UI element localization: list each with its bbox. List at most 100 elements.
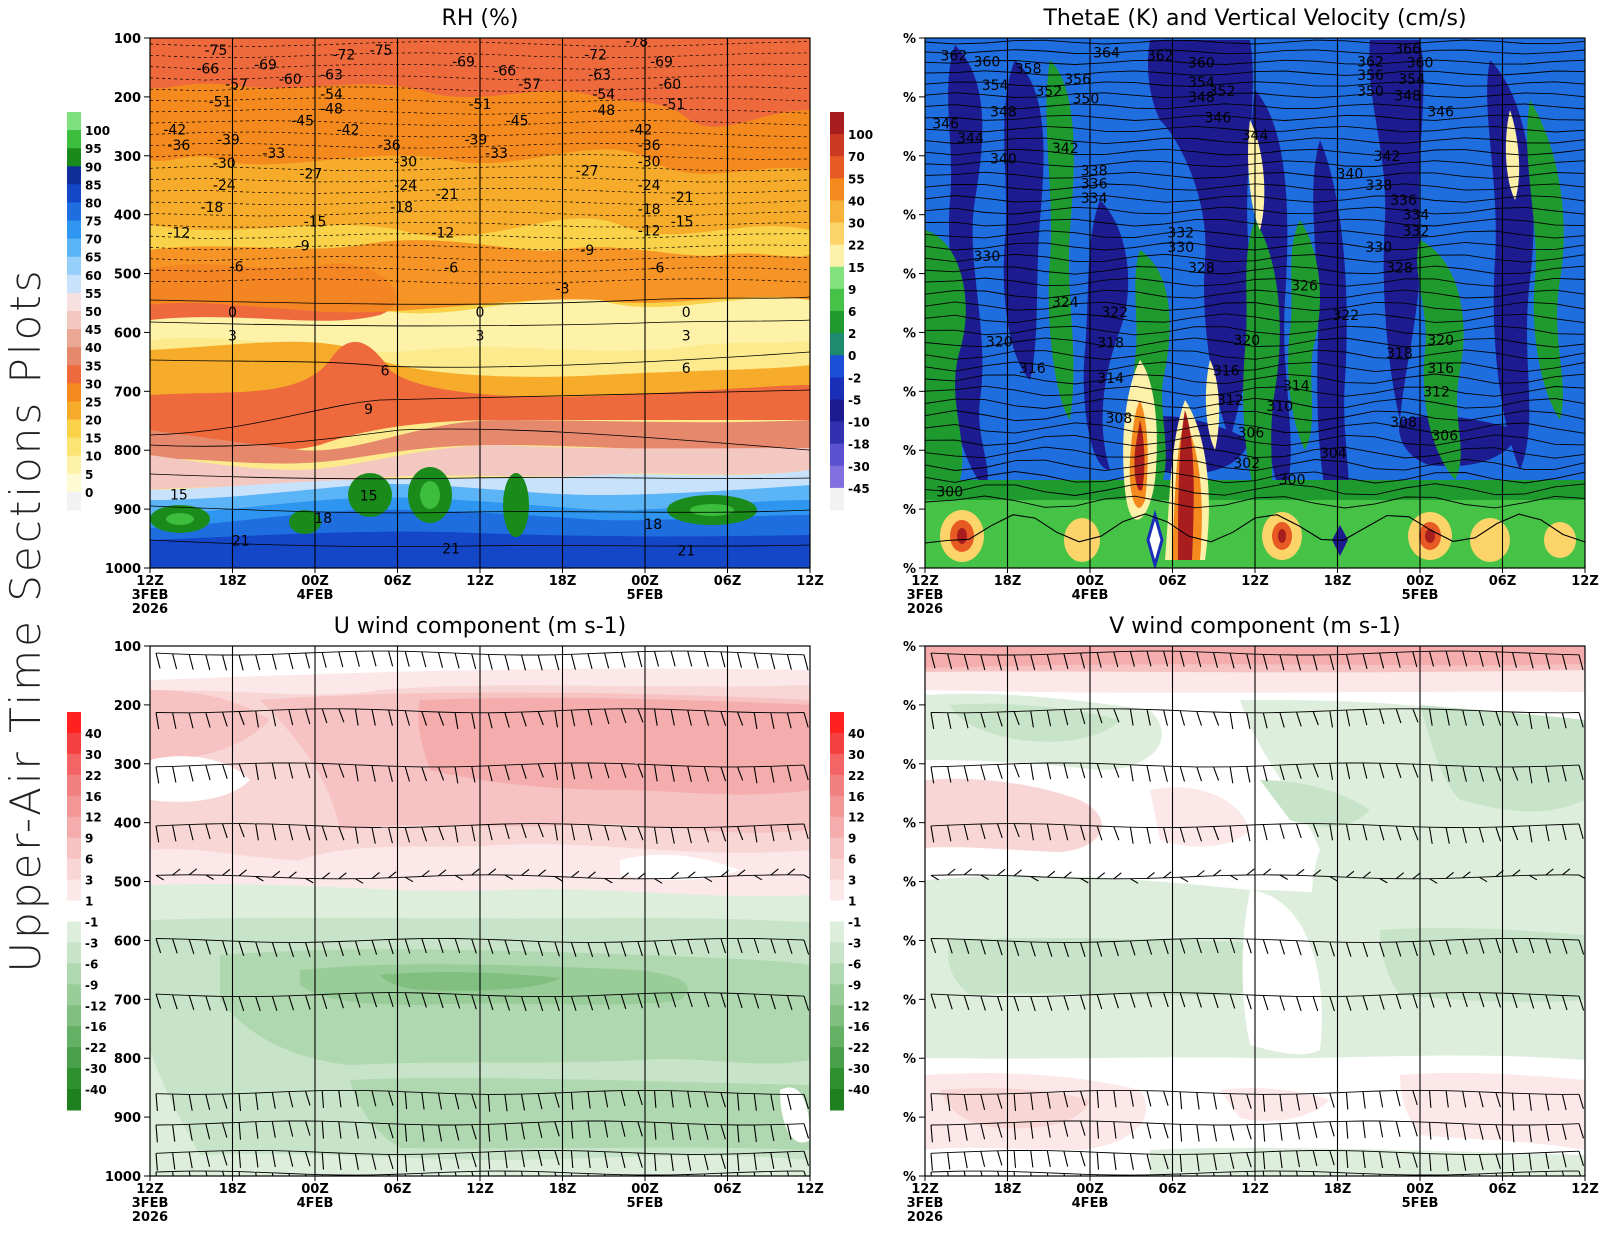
wind-barb-baseline [604,1173,622,1176]
contour-label: -51 [469,97,492,113]
wind-barb-staff [637,826,644,841]
thetae-low-core [957,528,967,544]
wind-barb-staff [604,652,610,669]
wind-barb-baseline [1014,875,1031,877]
wind-barb-baseline [1213,1171,1231,1174]
colorbar-swatch [830,333,844,356]
wind-barb-baseline [1080,994,1098,996]
wind-barb-staff [1395,1152,1401,1169]
wind-barb-baseline [205,763,223,766]
v-wind-green-region [1260,780,1370,827]
wind-barb-staff [1578,995,1585,1011]
wind-barb-staff [321,1152,325,1170]
contour-label: 316 [1213,364,1240,380]
wind-barb-staff [1229,938,1236,954]
wind-barb-staff [255,941,261,957]
wind-barb-staff [487,1094,491,1112]
y-tick-label: % [903,444,916,459]
wind-barb-baseline [322,651,339,653]
x-tick-label: 18Z [219,574,247,589]
colorbar-label: 100 [85,124,110,138]
wind-barb-staff [371,940,378,955]
wind-barb-baseline [1097,825,1114,828]
wind-barb-baseline [571,653,589,655]
wind-barb-staff [1412,826,1419,841]
rh-isotherm-6 [150,351,810,368]
wind-barb-staff [587,1151,591,1169]
wind-barb-staff [421,938,427,954]
wind-barb-staff [304,1151,311,1167]
wind-barb-staff [1163,827,1168,844]
wind-barb-staff [753,1171,756,1176]
wind-barb-staff [1163,992,1169,1008]
wind-barb-staff [1179,1124,1183,1142]
wind-barb-staff [1379,1090,1384,1108]
colorbar-label: 0 [85,486,93,500]
wind-barb-baseline [1030,653,1048,656]
wind-barb-staff [1146,871,1155,879]
wind-barb-staff [1030,763,1034,780]
wind-barb-staff [1528,874,1538,881]
wind-barb-staff [703,1154,709,1171]
contour-label: 334 [1403,208,1430,224]
wind-barb-staff [1046,1150,1051,1168]
v-wind-time-gridlines [1006,646,1504,1176]
contour-label: -60 [279,72,302,88]
wind-barb-baseline [272,876,289,879]
colorbar-label: 80 [85,196,102,210]
v-wind-title: V wind component (m s-1) [1109,614,1401,639]
wind-barb-baseline [1279,1122,1297,1125]
wind-barb-baseline [155,1152,173,1154]
contour-label: 350 [1073,92,1100,108]
wind-barb-staff [1561,765,1567,782]
wind-barb-staff [1246,1093,1252,1109]
wind-barb-staff [1163,765,1168,782]
wind-barb-staff [604,1151,609,1169]
wind-barb-staff [471,712,476,729]
wind-barb-staff [271,710,277,727]
wind-barb-staff [1046,654,1052,670]
wind-barb-staff [1146,992,1153,1008]
wind-barb-staff [1462,827,1467,844]
wind-barb-staff [1345,654,1351,670]
wind-barb-staff [205,874,214,880]
contour-label: 320 [1233,333,1260,349]
wind-barb-baseline [587,877,605,879]
wind-barb-baseline [1014,710,1031,712]
wind-barb-staff [321,652,327,668]
contour-label: 340 [1337,166,1364,182]
side-title: Upper-Air Time Sections Plots [1,267,50,972]
contour-label: 338 [1081,164,1108,180]
wind-barb-baseline [355,1153,373,1155]
wind-barb-staff [1345,1150,1349,1169]
wind-barb-baseline [1180,1172,1197,1175]
wind-barb-baseline [1562,995,1580,997]
wind-barb-staff [1312,823,1319,838]
contour-label: -15 [304,215,327,231]
wind-barb-baseline [1446,1122,1463,1125]
contour-label: 360 [1188,56,1215,72]
colorbar-swatch [830,266,844,290]
contour-label: -24 [638,178,661,194]
y-tick-label: 200 [114,91,141,106]
wind-barb-baseline [1196,992,1214,994]
wind-barb-staff [554,654,560,671]
wind-barb-baseline [288,652,306,655]
wind-barb-staff [1395,763,1402,778]
wind-barb-staff [570,1121,574,1139]
thetae-yellow-core [1248,120,1265,230]
wind-barb-staff [487,1124,491,1142]
wind-barb-staff [1412,651,1418,668]
contour-label: 308 [1106,411,1133,427]
wind-barb-baseline [172,765,190,767]
wind-barb-baseline [1196,1172,1214,1174]
wind-barb-staff [1079,942,1086,957]
contour-label: 308 [1390,415,1417,431]
wind-barb-baseline [1230,993,1247,996]
wind-barb-baseline [222,711,240,713]
wind-barb-baseline [455,993,472,996]
contour-label: 342 [1374,149,1401,165]
wind-barb-staff [930,938,937,954]
wind-barb-staff [1428,993,1435,1008]
colorbar-swatch [830,921,844,943]
